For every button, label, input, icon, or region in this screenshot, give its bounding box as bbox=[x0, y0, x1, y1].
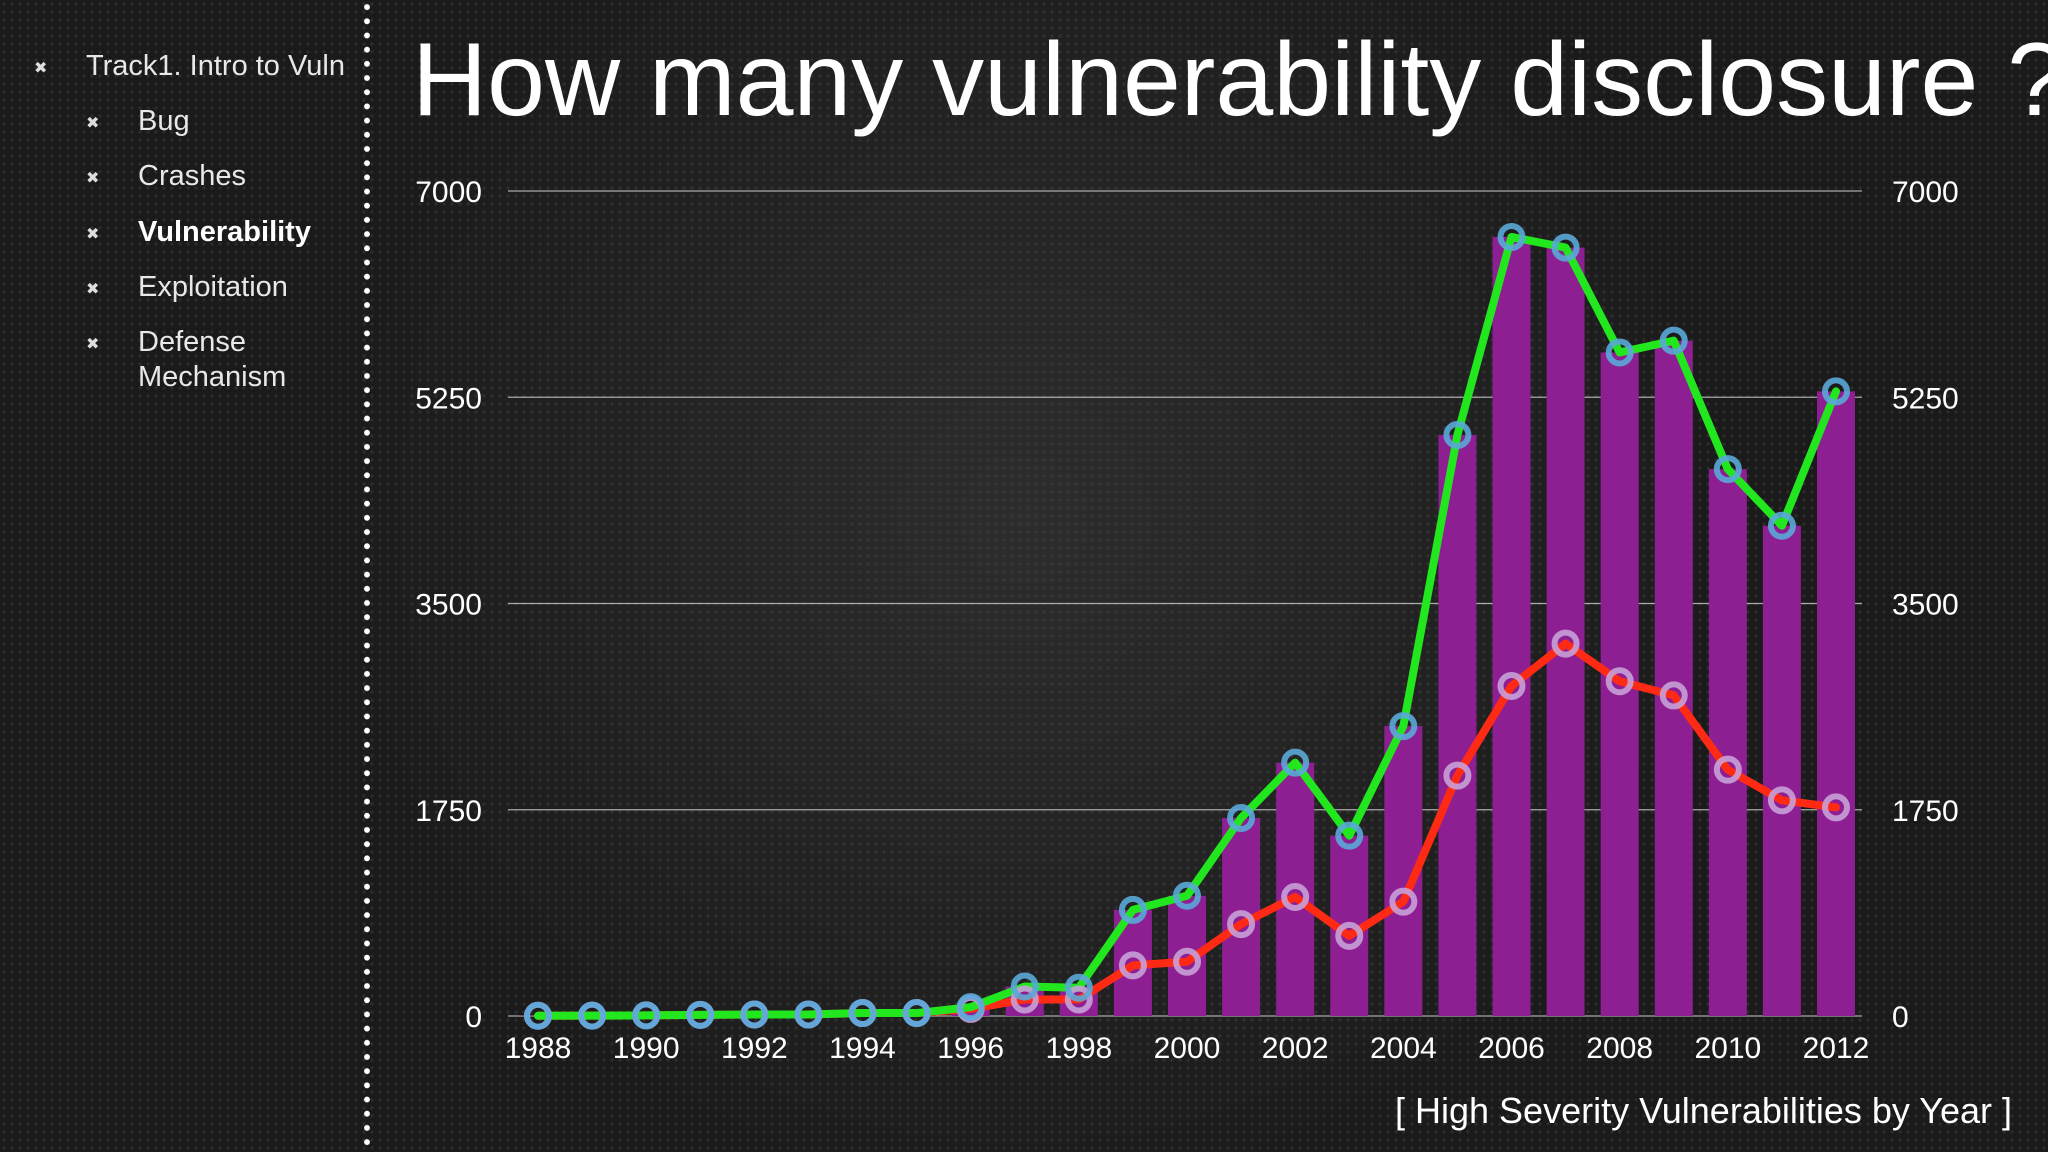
data-point-marker bbox=[1227, 804, 1256, 832]
y-tick-label-left: 0 bbox=[465, 1001, 482, 1034]
data-point-marker bbox=[956, 993, 985, 1022]
bullet-icon: ✖ bbox=[86, 336, 100, 353]
bullet-icon: ✖ bbox=[86, 170, 100, 187]
bar bbox=[1438, 434, 1477, 1016]
data-point-marker bbox=[1713, 755, 1742, 784]
series-line bbox=[534, 232, 1840, 1020]
data-point-marker bbox=[1010, 972, 1039, 1001]
data-point-marker bbox=[1389, 712, 1418, 741]
bar bbox=[1654, 340, 1693, 1016]
slide-outline-nav: ✖ Track1. Intro to Vuln ✖ Bug ✖ Crashes … bbox=[0, 0, 360, 1152]
y-tick-label-right: 5250 bbox=[1892, 382, 1959, 415]
x-tick-label: 2010 bbox=[1694, 1032, 1761, 1065]
data-point-marker bbox=[902, 999, 931, 1028]
bar bbox=[1492, 236, 1531, 1016]
x-tick-label: 2012 bbox=[1803, 1032, 1870, 1065]
nav-item-exploitation[interactable]: Exploitation bbox=[138, 271, 288, 303]
data-point-marker bbox=[632, 1001, 661, 1030]
data-point-marker bbox=[1551, 233, 1580, 262]
data-point-marker bbox=[1335, 821, 1364, 850]
bullet-icon: ✖ bbox=[86, 115, 100, 132]
bar bbox=[1708, 469, 1747, 1017]
data-point-marker bbox=[1281, 882, 1310, 911]
x-tick-label: 1990 bbox=[613, 1032, 680, 1065]
data-point-marker bbox=[1551, 629, 1580, 658]
nav-item-defense-mechanism[interactable]: Defense Mechanism bbox=[138, 326, 287, 393]
data-point-marker bbox=[1443, 420, 1472, 449]
y-tick-label-left: 1750 bbox=[415, 795, 482, 828]
data-point-marker bbox=[1605, 338, 1634, 367]
x-tick-label: 1998 bbox=[1045, 1032, 1112, 1065]
data-point-marker bbox=[1173, 947, 1201, 976]
data-point-marker bbox=[686, 1000, 715, 1029]
data-point-marker bbox=[524, 1001, 552, 1030]
y-tick-label-left: 3500 bbox=[415, 589, 482, 622]
x-tick-label: 1988 bbox=[505, 1032, 572, 1065]
x-tick-label: 2004 bbox=[1370, 1032, 1437, 1065]
x-tick-label: 2000 bbox=[1154, 1032, 1221, 1065]
data-point-marker bbox=[1659, 681, 1688, 710]
series-line bbox=[534, 639, 1840, 1020]
data-point-marker bbox=[1713, 455, 1742, 484]
x-tick-label: 1992 bbox=[721, 1032, 788, 1065]
bar bbox=[1276, 762, 1315, 1016]
data-point-marker bbox=[1497, 222, 1526, 251]
x-tick-label: 2008 bbox=[1586, 1032, 1653, 1065]
bullet-icon: ✖ bbox=[34, 60, 48, 77]
bar bbox=[1762, 525, 1801, 1016]
nav-item-vulnerability[interactable]: Vulnerability bbox=[138, 216, 311, 248]
y-tick-label-right: 1750 bbox=[1892, 795, 1959, 828]
data-point-marker bbox=[848, 999, 877, 1028]
chart-caption: [ High Severity Vulnerabilities by Year … bbox=[1395, 1090, 2012, 1131]
data-point-marker bbox=[1281, 748, 1310, 777]
data-point-marker bbox=[1822, 377, 1850, 406]
data-point-marker bbox=[1010, 985, 1039, 1014]
y-tick-label-left: 5250 bbox=[415, 382, 482, 415]
data-point-marker bbox=[1335, 921, 1364, 950]
data-point-marker bbox=[578, 1001, 607, 1030]
data-point-marker bbox=[1064, 973, 1093, 1002]
data-point-marker bbox=[1389, 887, 1418, 916]
data-point-marker bbox=[1605, 667, 1634, 696]
y-tick-label-right: 0 bbox=[1892, 1001, 1909, 1034]
y-tick-label-right: 3500 bbox=[1892, 589, 1959, 622]
x-tick-label: 2006 bbox=[1478, 1032, 1545, 1065]
data-point-marker bbox=[1118, 895, 1147, 924]
x-tick-label: 2002 bbox=[1262, 1032, 1329, 1065]
y-tick-label-left: 7000 bbox=[415, 176, 482, 209]
vulnerability-chart: 0 0 1750 1750 3500 3500 5250 5250 7000 7000 1988 19… bbox=[415, 176, 1959, 1065]
slide-title: How many vulnerability disclosure ? bbox=[412, 22, 2048, 138]
x-tick-label: 1996 bbox=[937, 1032, 1004, 1065]
bar bbox=[1817, 391, 1855, 1016]
nav-item-bug[interactable]: Bug bbox=[138, 105, 190, 137]
data-point-marker bbox=[1173, 881, 1201, 910]
nav-item-crashes[interactable]: Crashes bbox=[138, 160, 246, 192]
dotted-divider bbox=[364, 0, 370, 1152]
bullet-icon: ✖ bbox=[86, 281, 100, 298]
data-point-marker bbox=[1064, 985, 1093, 1014]
y-tick-label-right: 7000 bbox=[1892, 176, 1959, 209]
data-point-marker bbox=[1659, 326, 1688, 355]
data-point-marker bbox=[794, 1000, 823, 1029]
data-point-marker bbox=[1227, 910, 1256, 939]
data-point-marker bbox=[1767, 786, 1796, 815]
bullet-icon: ✖ bbox=[86, 226, 100, 243]
data-point-marker bbox=[1497, 672, 1526, 700]
data-point-marker bbox=[1443, 761, 1472, 790]
nav-item-track1[interactable]: Track1. Intro to Vuln bbox=[86, 50, 345, 82]
data-point-marker bbox=[1767, 511, 1796, 540]
data-point-marker bbox=[1118, 951, 1147, 980]
data-point-marker bbox=[740, 1000, 769, 1029]
data-point-marker bbox=[1822, 793, 1850, 822]
x-tick-label: 1994 bbox=[829, 1032, 896, 1065]
